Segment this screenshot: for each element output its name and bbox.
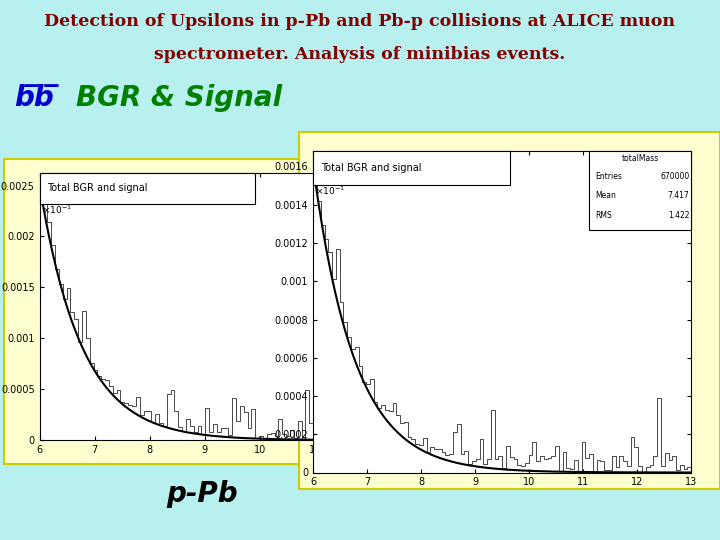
Text: Mean: Mean	[595, 191, 616, 200]
Bar	[4, 159, 432, 464]
Text: Pb-p: Pb-p	[558, 421, 630, 449]
Text: Entries: Entries	[595, 172, 621, 181]
Text: Total BGR and signal: Total BGR and signal	[321, 163, 421, 173]
Bar	[589, 151, 691, 230]
Bar	[40, 173, 256, 204]
Text: $\times10^{-1}$: $\times10^{-1}$	[42, 204, 71, 216]
Text: b̅b̅: b̅b̅	[14, 84, 54, 112]
Text: BGR & Signal: BGR & Signal	[76, 84, 282, 112]
Text: 670000: 670000	[660, 172, 689, 181]
Text: Detection of Upsilons in p-Pb and Pb-p collisions at ALICE muon: Detection of Upsilons in p-Pb and Pb-p c…	[45, 14, 675, 30]
Text: $\times10^{-1}$: $\times10^{-1}$	[315, 185, 345, 197]
Text: p-Pb: p-Pb	[166, 480, 238, 508]
Text: RMS: RMS	[595, 211, 611, 220]
Text: 7.417: 7.417	[667, 191, 689, 200]
Bar	[313, 151, 510, 185]
Text: 1.422: 1.422	[668, 211, 689, 220]
Text: Total BGR and signal: Total BGR and signal	[48, 183, 148, 193]
Text: spectrometer. Analysis of minibias events.: spectrometer. Analysis of minibias event…	[154, 46, 566, 63]
Text: totalMass: totalMass	[621, 154, 659, 164]
Bar	[299, 132, 720, 489]
